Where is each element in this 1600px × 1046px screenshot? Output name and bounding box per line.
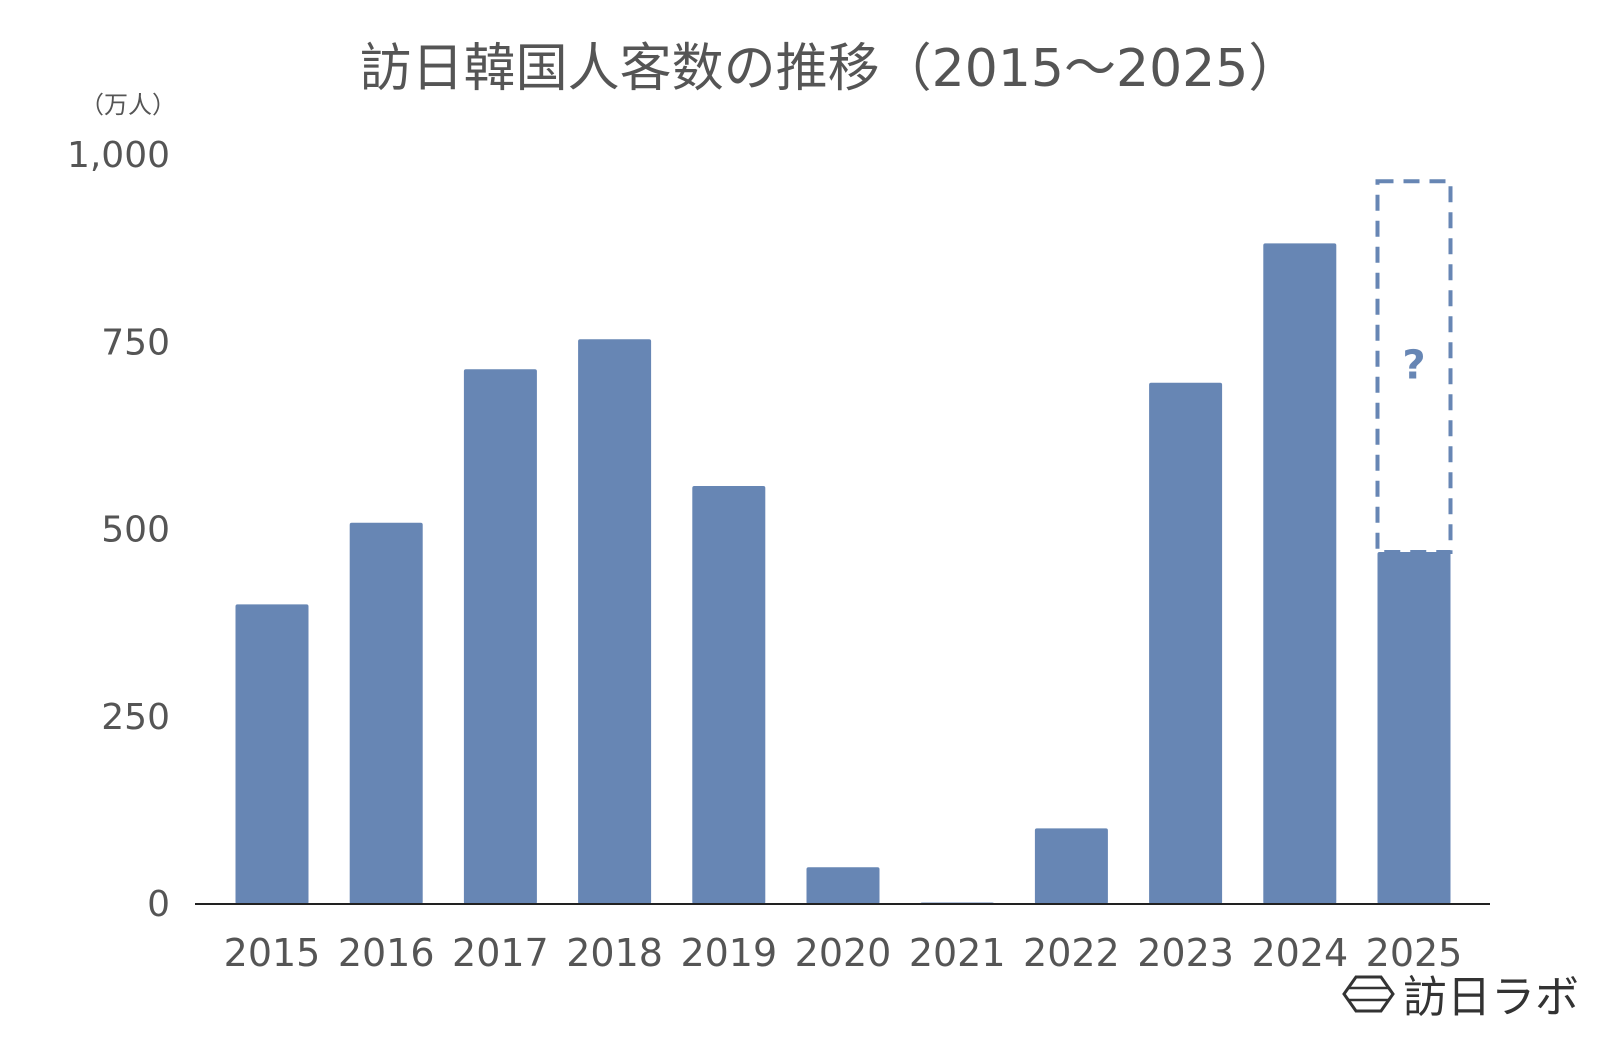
x-tick-label: 2022 [1023, 931, 1120, 975]
x-tick-label: 2021 [909, 931, 1006, 975]
projection-annotation: ? [1375, 179, 1453, 554]
bar-2019 [692, 486, 766, 904]
y-tick-label: 500 [101, 510, 170, 551]
bar-2017 [463, 369, 537, 904]
bar-2018 [578, 339, 652, 904]
chart-title: 訪日韓国人客数の推移（2015〜2025） [360, 39, 1301, 99]
x-tick-label: 2019 [680, 931, 777, 975]
y-axis-unit-label: （万人） [80, 91, 176, 119]
x-tick-label: 2015 [224, 931, 321, 975]
x-tick-label: 2023 [1137, 931, 1234, 975]
x-tick-label: 2025 [1366, 931, 1463, 975]
brand-logo-text: 訪日ラボ [1403, 972, 1579, 1023]
x-tick-label: 2018 [566, 931, 663, 975]
x-tick-label: 2020 [795, 931, 892, 975]
x-axis-tick-labels: 2015 2016 2017 2018 2019 2020 2021 2022 2023 2024… [224, 931, 1463, 975]
y-tick-label: 0 [147, 884, 170, 925]
brand-logo: 訪日ラボ [1342, 972, 1579, 1023]
bar-2025 [1377, 551, 1451, 904]
bar-2015 [235, 604, 309, 904]
bars [235, 243, 1451, 904]
x-tick-label: 2024 [1251, 931, 1348, 975]
y-tick-label: 1,000 [67, 135, 170, 176]
bar-2022 [1034, 828, 1108, 904]
bar-2016 [349, 522, 423, 904]
y-tick-label: 750 [101, 322, 170, 363]
projection-dashed-box [1375, 179, 1453, 554]
bar-2020 [806, 867, 880, 904]
hexagon-logo-icon [1342, 975, 1395, 1013]
y-axis-ticks: 0 250 500 750 1,000 [67, 135, 170, 925]
projection-question-mark: ? [1402, 343, 1425, 389]
x-tick-label: 2017 [452, 931, 549, 975]
bar-2023 [1149, 382, 1223, 904]
y-tick-label: 250 [101, 697, 170, 738]
bar-2024 [1263, 243, 1337, 904]
x-tick-label: 2016 [338, 931, 435, 975]
